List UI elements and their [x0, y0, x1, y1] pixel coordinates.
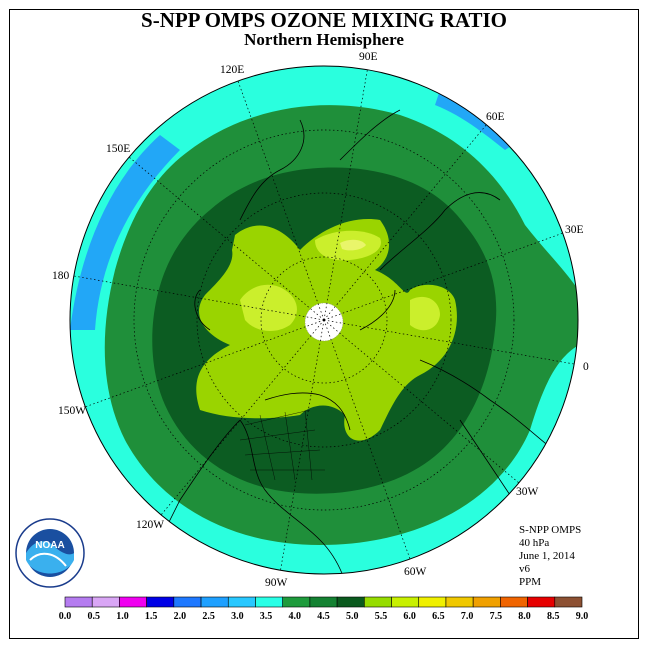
polar-gap-dots: [304, 302, 344, 342]
info-level: 40 hPa: [519, 537, 550, 549]
colorbar-label: 7.5: [490, 611, 503, 622]
colorbar-swatch: [146, 596, 175, 608]
colorbar-swatch: [309, 596, 338, 608]
colorbar-label: 1.5: [145, 611, 158, 622]
lon-label-60w: 60W: [404, 566, 427, 578]
colorbar-label: 1.0: [116, 611, 129, 622]
info-units: PPM: [519, 576, 542, 588]
latitude-circle-30: [196, 192, 452, 448]
lon-label-30e: 30E: [565, 224, 584, 236]
colorbar-label: 3.5: [260, 611, 273, 622]
colorbar-swatch: [227, 596, 256, 608]
colorbar-label: 8.0: [518, 611, 531, 622]
lon-label-0: 0: [583, 361, 589, 373]
colorbar-swatch: [255, 596, 283, 608]
colorbar-swatch: [364, 596, 392, 608]
lon-label-180: 180: [52, 270, 70, 282]
colorbar-label: 9.0: [576, 611, 589, 622]
coast-asia-north: [339, 109, 401, 161]
coast-north-america-east: [239, 419, 351, 574]
info-block: S-NPP OMPS 40 hPa June 1, 2014 v6 PPM: [519, 524, 581, 589]
colorbar-label: 0.5: [87, 611, 100, 622]
lon-label-90e: 90E: [359, 51, 378, 63]
latitude-circle-0: [133, 129, 515, 511]
lon-label-30w: 30W: [516, 486, 539, 498]
colorbar-swatch: [472, 596, 501, 608]
lon-label-150e: 150E: [106, 143, 130, 155]
noaa-logo: NOAA: [15, 518, 85, 588]
colorbar-label: 4.5: [317, 611, 330, 622]
lon-label-120e: 120E: [220, 64, 244, 76]
state-borders: [239, 409, 325, 481]
coast-asia-east: [239, 119, 305, 221]
coast-alaska: [194, 289, 211, 331]
contour-5.5-6.0-a: [240, 284, 297, 332]
colorbar-label: 2.5: [202, 611, 215, 622]
lon-label-150w: 150W: [58, 405, 86, 417]
colorbar-label: 6.5: [432, 611, 445, 622]
colorbar-swatch: [119, 596, 147, 608]
colorbar-swatch: [336, 596, 365, 608]
graticule: [73, 66, 575, 574]
info-instrument: S-NPP OMPS: [519, 524, 582, 536]
contour-3.0-3.5-west: [70, 135, 180, 330]
contour-5.5-6.0-c: [410, 296, 440, 331]
colorbar-swatch: [445, 596, 474, 608]
colorbar-label: 7.0: [461, 611, 474, 622]
coast-greenland: [359, 289, 396, 331]
map-subtitle: Northern Hemisphere: [244, 30, 404, 49]
coast-hudson-bay: [264, 392, 351, 431]
meridian-60e: [323, 123, 488, 321]
contour-6.0-6.5: [340, 239, 366, 251]
colorbar: 0.0 0.5 1.0 1.5 2.0 2.5 3.0 3.5 4.0 4.5 5.0 5.5 6.0 6…: [59, 596, 589, 622]
colorbar-swatch: [500, 596, 528, 608]
noaa-logo-text: NOAA: [35, 540, 64, 551]
map-frame: [9, 9, 639, 639]
colorbar-swatch: [418, 596, 447, 608]
colorbar-label: 0.0: [59, 611, 72, 622]
colorbar-swatch: [527, 596, 556, 608]
map-title: S-NPP OMPS OZONE MIXING RATIO: [141, 8, 507, 32]
colorbar-swatch: [200, 596, 229, 608]
lon-label-90w: 90W: [265, 577, 288, 589]
colorbar-swatch: [173, 596, 202, 608]
meridian-90e: [323, 66, 369, 321]
latitude-circle-60: [260, 256, 388, 384]
colorbar-swatch: [391, 596, 420, 608]
info-version: v6: [519, 563, 530, 575]
map-border: [69, 65, 579, 575]
colorbar-label: 6.0: [403, 611, 416, 622]
coast-europe-north: [379, 192, 501, 271]
coast-europe-west: [419, 359, 561, 456]
info-date: June 1, 2014: [519, 550, 575, 562]
colorbar-swatch: [91, 596, 120, 608]
colorbar-label: 8.5: [547, 611, 560, 622]
colorbar-label: 5.5: [375, 611, 388, 622]
colorbar-label: 4.0: [289, 611, 302, 622]
colorbar-swatch: [554, 596, 583, 608]
colorbar-swatch: [64, 596, 93, 608]
longitude-labels: 90E 60E 30E 0 30W 60W 90W 120W 150W 180 …: [52, 51, 589, 589]
colorbar-label: 3.0: [231, 611, 244, 622]
colorbar-label: 5.0: [346, 611, 359, 622]
colorbar-label: 2.0: [174, 611, 187, 622]
lon-label-60e: 60E: [486, 111, 505, 123]
colorbar-swatch: [282, 596, 311, 608]
lon-label-120w: 120W: [136, 519, 164, 531]
meridian-90w: [279, 319, 325, 574]
